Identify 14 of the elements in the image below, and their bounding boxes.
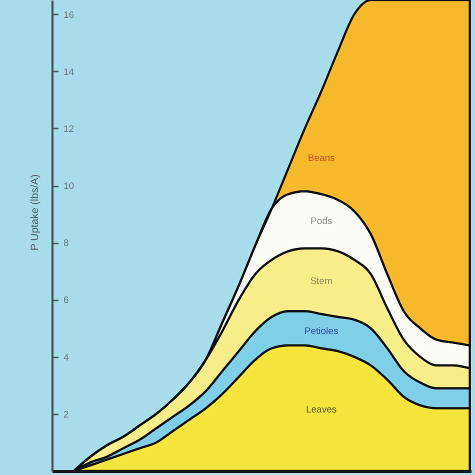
y-tick-label: 2 xyxy=(64,409,69,420)
y-tick-label: 8 xyxy=(64,238,69,250)
series-label: Leaves xyxy=(306,404,337,416)
y-tick-label: 6 xyxy=(64,295,69,306)
series-label: Petioles xyxy=(304,326,338,338)
y-tick-label: 16 xyxy=(64,10,74,21)
series-label: Pods xyxy=(310,216,332,228)
series-label: Stem xyxy=(310,276,332,288)
y-tick-label: 12 xyxy=(64,124,74,135)
series-label: Beans xyxy=(308,153,336,164)
y-tick-label: 14 xyxy=(64,66,74,78)
y-tick-label: 10 xyxy=(64,181,74,192)
y-axis-title: P Uptake (lbs/A) xyxy=(28,174,41,251)
y-tick-label: 4 xyxy=(64,352,69,364)
